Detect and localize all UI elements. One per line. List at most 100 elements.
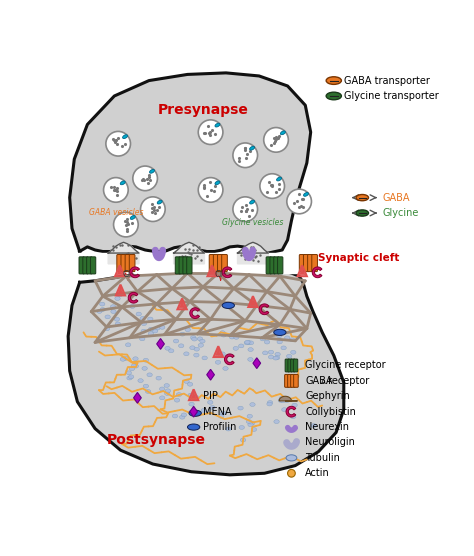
FancyBboxPatch shape xyxy=(291,359,295,372)
Ellipse shape xyxy=(176,393,182,396)
FancyBboxPatch shape xyxy=(274,257,279,274)
FancyBboxPatch shape xyxy=(303,255,309,272)
FancyBboxPatch shape xyxy=(266,257,272,274)
FancyBboxPatch shape xyxy=(117,255,122,272)
Ellipse shape xyxy=(279,396,284,400)
Ellipse shape xyxy=(200,339,205,343)
Text: PIP: PIP xyxy=(203,391,218,401)
Ellipse shape xyxy=(250,200,255,204)
Text: receptor: receptor xyxy=(325,376,369,386)
Ellipse shape xyxy=(142,366,147,370)
Polygon shape xyxy=(286,406,296,417)
Ellipse shape xyxy=(260,337,265,341)
FancyBboxPatch shape xyxy=(222,255,228,272)
Ellipse shape xyxy=(115,322,120,326)
FancyBboxPatch shape xyxy=(284,374,289,388)
Ellipse shape xyxy=(191,336,196,340)
Circle shape xyxy=(103,177,128,202)
Ellipse shape xyxy=(268,350,273,354)
FancyBboxPatch shape xyxy=(179,257,184,274)
Ellipse shape xyxy=(221,333,227,337)
Polygon shape xyxy=(222,267,232,277)
Polygon shape xyxy=(250,299,255,305)
FancyBboxPatch shape xyxy=(288,374,292,388)
Ellipse shape xyxy=(292,403,297,407)
FancyBboxPatch shape xyxy=(87,257,92,274)
Ellipse shape xyxy=(282,408,287,411)
Ellipse shape xyxy=(160,396,165,400)
Ellipse shape xyxy=(246,420,252,424)
Ellipse shape xyxy=(165,389,171,393)
Ellipse shape xyxy=(277,334,282,337)
Polygon shape xyxy=(312,267,322,277)
Ellipse shape xyxy=(274,356,280,360)
Text: Postsynapse: Postsynapse xyxy=(107,433,206,447)
Circle shape xyxy=(114,212,138,237)
Ellipse shape xyxy=(246,341,252,345)
Ellipse shape xyxy=(184,352,189,356)
Ellipse shape xyxy=(248,423,253,426)
FancyBboxPatch shape xyxy=(183,257,188,274)
Ellipse shape xyxy=(180,332,185,336)
Ellipse shape xyxy=(215,181,220,185)
Text: Neurexin: Neurexin xyxy=(305,422,349,432)
Ellipse shape xyxy=(160,325,165,329)
FancyBboxPatch shape xyxy=(91,257,96,274)
Ellipse shape xyxy=(275,353,280,356)
FancyBboxPatch shape xyxy=(79,257,84,274)
Text: Glycine transporter: Glycine transporter xyxy=(344,91,438,101)
Ellipse shape xyxy=(288,469,295,477)
Ellipse shape xyxy=(141,322,146,326)
Ellipse shape xyxy=(127,376,132,380)
FancyBboxPatch shape xyxy=(187,257,192,274)
FancyBboxPatch shape xyxy=(213,255,219,272)
Text: Tubulin: Tubulin xyxy=(305,453,340,463)
Ellipse shape xyxy=(141,329,146,333)
Circle shape xyxy=(233,143,257,167)
Ellipse shape xyxy=(222,302,235,309)
Ellipse shape xyxy=(185,328,191,331)
Text: GABA: GABA xyxy=(383,192,410,202)
Polygon shape xyxy=(173,242,204,264)
Ellipse shape xyxy=(273,356,278,360)
FancyBboxPatch shape xyxy=(278,257,283,274)
Ellipse shape xyxy=(104,327,109,331)
Ellipse shape xyxy=(164,391,170,395)
Polygon shape xyxy=(190,307,200,319)
Ellipse shape xyxy=(114,317,119,321)
Ellipse shape xyxy=(189,410,201,416)
Ellipse shape xyxy=(277,340,283,344)
Ellipse shape xyxy=(194,353,199,357)
Ellipse shape xyxy=(201,409,207,413)
Ellipse shape xyxy=(156,376,161,380)
Ellipse shape xyxy=(238,344,244,348)
Polygon shape xyxy=(134,393,141,403)
Ellipse shape xyxy=(100,307,105,311)
Ellipse shape xyxy=(111,310,116,314)
Text: Actin: Actin xyxy=(305,468,330,478)
Ellipse shape xyxy=(131,364,137,368)
Ellipse shape xyxy=(148,327,154,331)
Polygon shape xyxy=(191,391,196,399)
Ellipse shape xyxy=(288,365,293,369)
Ellipse shape xyxy=(238,406,243,410)
Ellipse shape xyxy=(326,92,341,100)
Ellipse shape xyxy=(245,340,250,344)
Ellipse shape xyxy=(248,358,253,361)
Ellipse shape xyxy=(198,344,203,347)
Ellipse shape xyxy=(130,305,135,309)
Ellipse shape xyxy=(120,181,125,185)
Ellipse shape xyxy=(194,348,200,351)
Ellipse shape xyxy=(239,425,245,429)
Ellipse shape xyxy=(311,424,317,428)
Ellipse shape xyxy=(247,414,253,418)
Ellipse shape xyxy=(115,297,120,300)
Ellipse shape xyxy=(248,341,254,345)
FancyBboxPatch shape xyxy=(121,255,127,272)
Ellipse shape xyxy=(188,424,200,430)
FancyBboxPatch shape xyxy=(270,257,275,274)
Ellipse shape xyxy=(188,393,193,397)
Text: Synaptic cleft: Synaptic cleft xyxy=(319,252,400,262)
Ellipse shape xyxy=(284,336,290,340)
Ellipse shape xyxy=(157,200,162,204)
